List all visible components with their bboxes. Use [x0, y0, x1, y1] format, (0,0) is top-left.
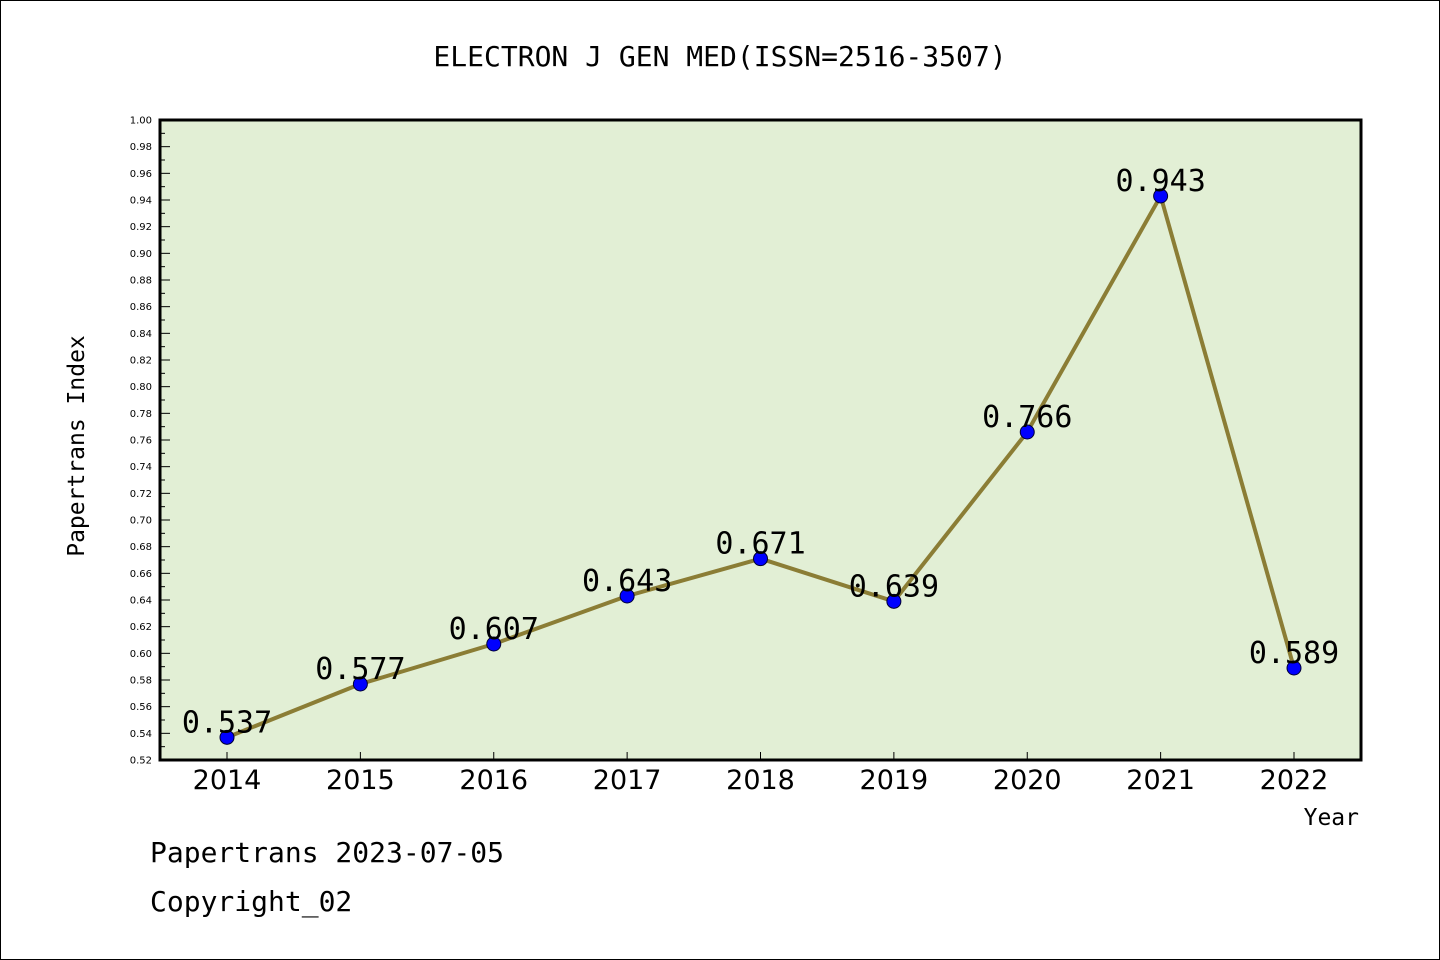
- y-tick-label: 0.62: [130, 622, 152, 633]
- plot-area: [160, 120, 1361, 760]
- data-label: 0.577: [315, 652, 405, 687]
- x-tick-label: 2019: [860, 765, 929, 796]
- data-label: 0.537: [182, 705, 272, 740]
- data-label: 0.643: [582, 564, 672, 599]
- x-tick-label: 2016: [459, 765, 528, 796]
- data-point: [486, 636, 502, 652]
- y-tick-label: 0.82: [130, 356, 152, 367]
- y-tick-label: 0.70: [130, 516, 152, 527]
- y-tick-label: 0.84: [130, 329, 152, 340]
- y-tick-label: 0.54: [130, 729, 152, 740]
- y-tick-label: 0.74: [130, 462, 152, 473]
- y-tick-label: 0.96: [130, 169, 152, 180]
- x-axis-label: Year: [1304, 805, 1359, 831]
- y-tick-label: 0.58: [130, 676, 152, 687]
- data-point: [886, 593, 902, 609]
- x-tick-label: 2022: [1260, 765, 1329, 796]
- y-tick-label: 0.98: [130, 142, 152, 153]
- y-tick-label: 0.56: [130, 702, 152, 713]
- data-point: [1286, 660, 1302, 676]
- y-axis-label: Papertrans Index: [64, 335, 90, 557]
- y-tick-label: 1.00: [130, 116, 152, 127]
- y-tick-label: 0.90: [130, 249, 152, 260]
- data-point: [352, 676, 368, 692]
- plot-border: [158, 118, 1363, 762]
- footer-date: Papertrans 2023-07-05: [150, 836, 505, 869]
- data-point: [219, 729, 235, 745]
- data-label: 0.639: [849, 569, 939, 604]
- y-tick-label: 0.52: [130, 756, 152, 767]
- y-tick-label: 0.64: [130, 596, 152, 607]
- series-group: 0.537 0.577 0.607 0.643 0.671 0.639 0.766 0.943…: [182, 164, 1339, 745]
- y-tick-label: 0.76: [130, 436, 152, 447]
- y-tick-label: 0.78: [130, 409, 152, 420]
- data-label: 0.766: [982, 400, 1072, 435]
- x-tick-label: 2020: [993, 765, 1062, 796]
- y-tick-label: 0.94: [130, 196, 152, 207]
- y-tick-label: 0.86: [130, 302, 152, 313]
- x-tick-label: 2021: [1126, 765, 1195, 796]
- data-point: [1153, 188, 1169, 204]
- x-tick-label: 2015: [326, 765, 395, 796]
- y-tick-label: 0.60: [130, 649, 152, 660]
- data-label: 0.607: [449, 612, 539, 647]
- x-tick-label: 2018: [726, 765, 795, 796]
- y-axis-ticks: 0.52 0.54 0.56 0.58 0.60 0.62 0.64 0.66 0.68 0.70…: [130, 116, 170, 767]
- data-point: [753, 551, 768, 567]
- x-tick-label: 2014: [193, 765, 262, 796]
- y-tick-label: 0.92: [130, 222, 152, 233]
- data-point: [1019, 424, 1035, 440]
- y-tick-label: 0.72: [130, 489, 152, 500]
- y-tick-label: 0.66: [130, 569, 152, 580]
- y-tick-label: 0.88: [130, 276, 152, 287]
- data-label: 0.943: [1115, 164, 1205, 199]
- y-tick-label: 0.68: [130, 542, 152, 553]
- x-tick-label: 2017: [593, 765, 662, 796]
- chart-title: ELECTRON J GEN MED(ISSN=2516-3507): [433, 40, 1006, 73]
- x-axis-ticks: 2014 2015 2016 2017 2018 2019 2020 2021 2022: [193, 752, 1329, 796]
- y-tick-label: 0.80: [130, 382, 152, 393]
- data-label: 0.589: [1249, 636, 1339, 671]
- data-label: 0.671: [715, 527, 805, 562]
- data-point: [619, 588, 635, 604]
- footer-copyright: Copyright_02: [150, 885, 353, 918]
